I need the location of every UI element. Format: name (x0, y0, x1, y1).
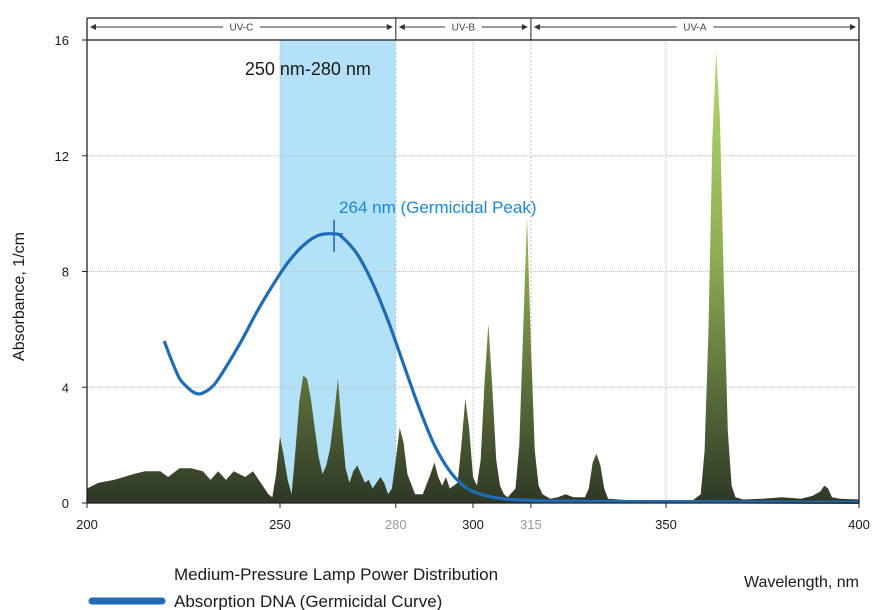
x-tick-label: 280 (385, 517, 407, 532)
peak-label: 264 nm (Germicidal Peak) (339, 198, 536, 217)
dna-absorption-line (162, 232, 860, 504)
axis-ticks: 0 4 8 12 16 200 250 280 300 315 350 400 (55, 33, 870, 532)
x-tick-label: 400 (848, 517, 870, 532)
highlight-range-label: 250 nm-280 nm (245, 59, 371, 79)
y-tick-label: 0 (62, 496, 69, 511)
lamp-power-area (87, 51, 859, 503)
band-label: UV-B (452, 23, 476, 34)
grid (87, 40, 859, 503)
band-arrowhead (850, 24, 856, 30)
y-tick-label: 16 (55, 33, 69, 48)
band-arrowhead (398, 24, 405, 30)
y-tick-label: 12 (55, 149, 69, 164)
x-tick-label: 300 (462, 517, 484, 532)
y-tick-label: 8 (62, 265, 69, 280)
y-axis-label: Absorbance, 1/cm (11, 232, 28, 361)
band-arrowhead (386, 24, 393, 30)
x-tick-label: 350 (655, 517, 677, 532)
band-arrowhead (90, 24, 96, 30)
x-axis-label: Wavelength, nm (744, 574, 859, 591)
legend-label-lamp: Medium-Pressure Lamp Power Distribution (174, 565, 498, 584)
x-tick-label: 250 (269, 517, 291, 532)
band-label: UV-A (683, 23, 707, 34)
legend-label-dna: Absorption DNA (Germicidal Curve) (174, 592, 442, 610)
legend: Medium-Pressure Lamp Power Distribution … (88, 565, 498, 610)
germicidal-peak-marker (325, 219, 344, 252)
x-tick-label: 200 (76, 517, 98, 532)
x-tick-label: 315 (520, 517, 542, 532)
band-arrowhead (533, 24, 540, 30)
band-arrowhead (521, 24, 528, 30)
y-tick-label: 4 (62, 380, 69, 395)
uv-band-headers: UV-C UV-B UV-A (86, 18, 860, 40)
band-label: UV-C (229, 23, 253, 34)
